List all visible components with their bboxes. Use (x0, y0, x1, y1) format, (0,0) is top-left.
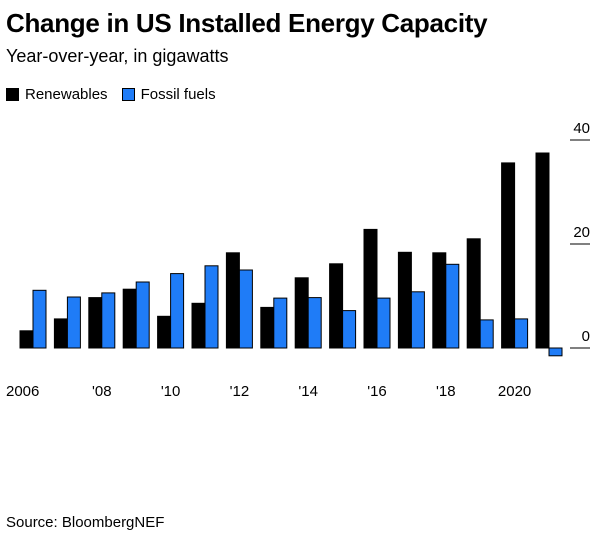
bar-fossil-fuels-2013 (273, 297, 288, 349)
y-axis: 0 20 40 (570, 120, 590, 349)
bar-renewables-2020 (501, 162, 516, 349)
bar-fossil-fuels-2008 (101, 292, 116, 349)
bar-chart: 0 20 40 2006 '08 '10 '12 '14 '16 '18 2020 (6, 120, 590, 400)
x-axis: 2006 '08 '10 '12 '14 '16 '18 2020 (6, 383, 531, 400)
bar-fossil-fuels-2019 (479, 319, 494, 349)
bar-fossil-fuels-2006 (32, 289, 47, 349)
bar-fossil-fuels-2018 (445, 263, 460, 349)
bar-renewables-2012 (225, 252, 240, 349)
bar-fossil-fuels-2014 (307, 297, 322, 349)
bar-renewables-2014 (294, 277, 309, 349)
bar-fossil-fuels-2017 (410, 291, 425, 349)
bar-renewables-2007 (53, 318, 68, 349)
legend-label-renewables: Renewables (25, 86, 108, 103)
bar-fossil-fuels-2012 (238, 269, 253, 349)
bar-renewables-2006 (19, 330, 34, 349)
x-tick-label-2020: 2020 (498, 383, 531, 400)
x-tick-label-2016: '16 (367, 383, 387, 400)
bar-renewables-2008 (88, 297, 103, 349)
bar-renewables-2019 (466, 238, 481, 349)
bar-renewables-2018 (432, 252, 447, 349)
bar-renewables-2011 (191, 302, 206, 349)
legend-swatch-fossil-fuels (121, 88, 135, 101)
bar-renewables-2021 (535, 152, 550, 349)
x-tick-label-2018: '18 (436, 383, 456, 400)
chart-title: Change in US Installed Energy Capacity (6, 8, 488, 38)
bars-group (19, 152, 563, 357)
legend: Renewables Fossil fuels (6, 86, 230, 103)
chart-subtitle: Year-over-year, in gigawatts (6, 46, 229, 66)
bar-fossil-fuels-2011 (204, 265, 219, 349)
bar-fossil-fuels-2007 (66, 296, 81, 349)
bar-fossil-fuels-2020 (514, 318, 529, 349)
source-note: Source: BloombergNEF (6, 514, 165, 531)
y-tick-label-20: 20 (573, 224, 590, 241)
x-tick-label-2008: '08 (92, 383, 112, 400)
y-tick-label-0: 0 (582, 328, 590, 345)
legend-item-fossil-fuels: Fossil fuels (121, 86, 216, 103)
x-tick-label-2006: 2006 (6, 383, 39, 400)
bar-fossil-fuels-2015 (342, 310, 357, 349)
bar-fossil-fuels-2016 (376, 297, 391, 349)
bar-renewables-2017 (397, 251, 412, 349)
x-tick-label-2010: '10 (161, 383, 181, 400)
bar-renewables-2010 (157, 315, 172, 349)
x-tick-label-2014: '14 (298, 383, 318, 400)
bar-fossil-fuels-2009 (135, 281, 150, 349)
bar-renewables-2015 (329, 263, 344, 349)
legend-swatch-renewables (6, 88, 19, 101)
legend-label-fossil-fuels: Fossil fuels (140, 86, 216, 103)
y-tick-label-40: 40 (573, 120, 590, 137)
bar-renewables-2013 (260, 306, 275, 349)
bar-fossil-fuels-2010 (170, 273, 185, 349)
legend-item-renewables: Renewables (6, 86, 108, 103)
bar-fossil-fuels-2021 (548, 347, 563, 357)
x-tick-label-2012: '12 (230, 383, 250, 400)
bar-renewables-2009 (122, 288, 137, 349)
bar-renewables-2016 (363, 228, 378, 349)
